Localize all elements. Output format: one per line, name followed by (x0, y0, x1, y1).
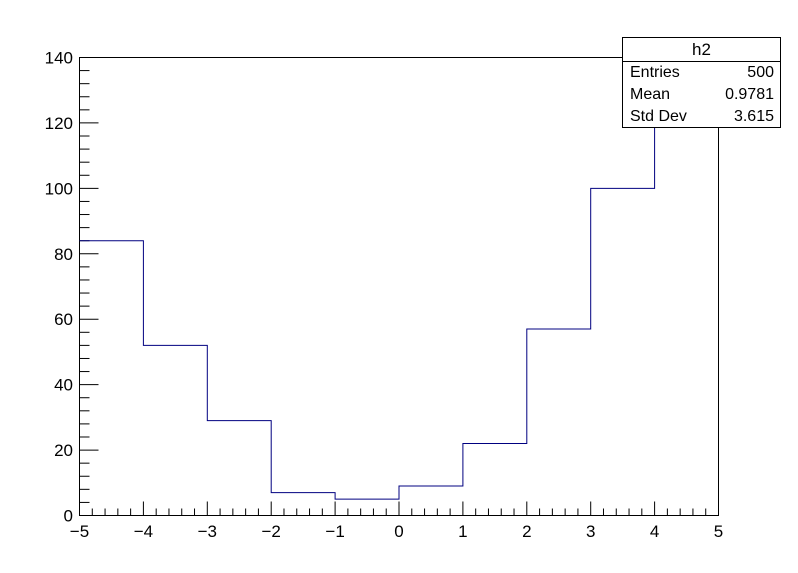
stats-title: h2 (623, 38, 780, 62)
x-tick-label: 5 (714, 522, 723, 541)
x-tick-label: −4 (134, 522, 153, 541)
stats-row-stddev: Std Dev 3.615 (623, 106, 780, 128)
stats-box: h2 Entries 500 Mean 0.9781 Std Dev 3.615 (622, 37, 781, 128)
stats-value: 500 (747, 64, 774, 81)
stats-label: Std Dev (630, 108, 687, 125)
y-tick-label: 100 (45, 179, 73, 198)
stats-value: 3.615 (733, 108, 774, 125)
stats-value: 0.9781 (725, 86, 774, 103)
x-tick-label: −3 (198, 522, 217, 541)
histogram-line (79, 57, 719, 500)
x-tick-label: 0 (394, 522, 403, 541)
axis-ticks (79, 57, 719, 516)
stats-row-mean: Mean 0.9781 (623, 84, 780, 106)
x-tick-label: −1 (325, 522, 344, 541)
x-tick-label: 1 (458, 522, 467, 541)
y-tick-label: 0 (64, 507, 73, 526)
y-tick-label: 80 (54, 245, 73, 264)
x-tick-label: −2 (262, 522, 281, 541)
x-tick-label: 2 (522, 522, 531, 541)
x-tick-label: −5 (70, 522, 89, 541)
y-tick-label: 20 (54, 441, 73, 460)
stats-label: Mean (630, 86, 671, 103)
x-tick-labels: −5 −4 −3 −2 −1 0 1 2 3 4 5 (70, 522, 723, 541)
x-tick-label: 4 (650, 522, 659, 541)
y-tick-label: 120 (45, 114, 73, 133)
y-tick-label: 60 (54, 310, 73, 329)
y-tick-labels: 0 20 40 60 80 100 120 140 (45, 49, 73, 526)
stats-row-entries: Entries 500 (623, 62, 780, 84)
y-tick-label: 40 (54, 376, 73, 395)
stats-label: Entries (630, 64, 680, 81)
x-tick-label: 3 (586, 522, 595, 541)
y-tick-label: 140 (45, 49, 73, 68)
